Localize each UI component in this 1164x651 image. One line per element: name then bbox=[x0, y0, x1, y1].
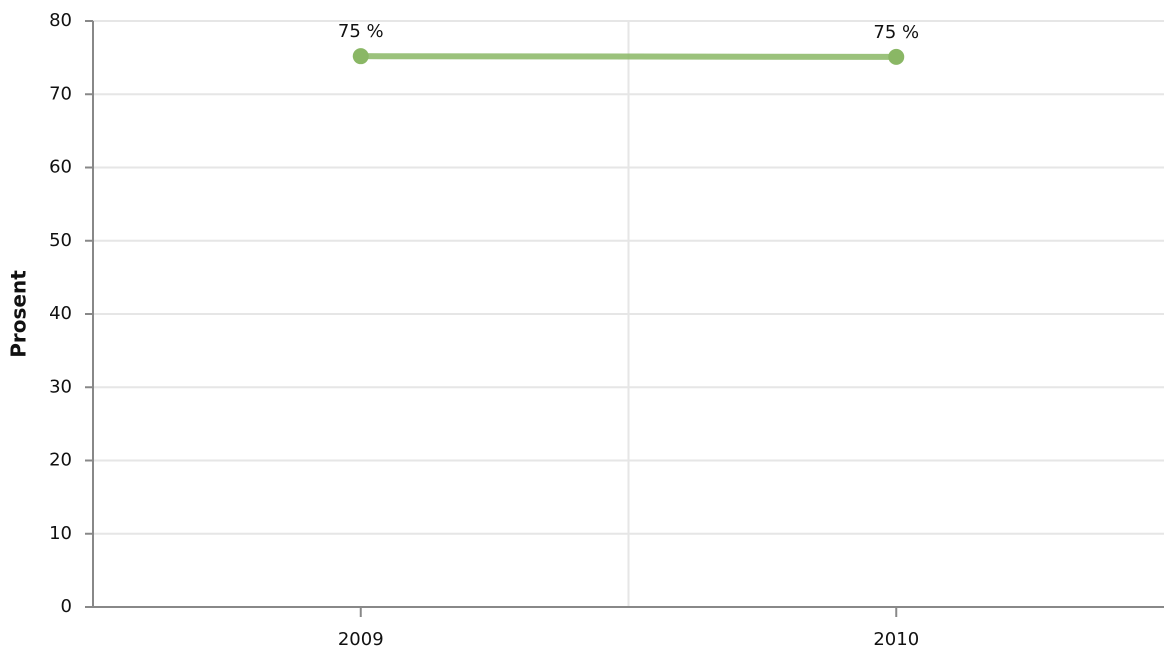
y-tick-label: 50 bbox=[49, 230, 72, 251]
point bbox=[888, 48, 905, 65]
y-tick-label: 0 bbox=[61, 596, 72, 617]
line bbox=[357, 53, 900, 60]
point bbox=[352, 48, 369, 65]
y-tick-label: 10 bbox=[49, 523, 72, 544]
y-axis-label: Prosent bbox=[7, 270, 31, 358]
y-tick-label: 40 bbox=[49, 303, 72, 324]
value-label: 75 % bbox=[338, 21, 384, 42]
y-tick-label: 80 bbox=[49, 10, 72, 31]
y-tick-label: 60 bbox=[49, 157, 72, 178]
y-tick-label: 30 bbox=[49, 376, 72, 397]
x-tick-label: 2010 bbox=[873, 629, 919, 650]
y-tick-label: 70 bbox=[49, 83, 72, 104]
x-tick-label: 2009 bbox=[338, 629, 384, 650]
y-tick-label: 20 bbox=[49, 450, 72, 471]
value-label: 75 % bbox=[873, 22, 919, 43]
